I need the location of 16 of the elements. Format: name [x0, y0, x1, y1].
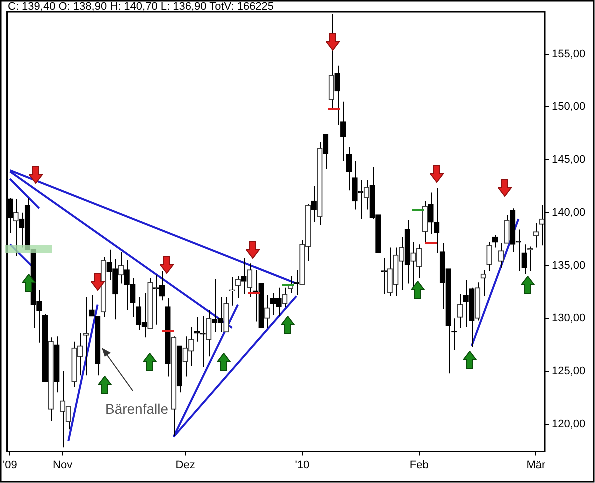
- x-tick-label: '09: [3, 459, 18, 472]
- chart-title: C: 139,40 O: 138,90 H: 140,70 L: 136,90 TotV: 166225: [8, 1, 274, 14]
- x-tick-label: Mär: [526, 459, 546, 472]
- y-tick-label: 150,00: [552, 101, 586, 114]
- x-tick-label: Nov: [53, 459, 74, 472]
- y-tick-label: 140,00: [552, 206, 586, 219]
- x-tick-label: Dez: [176, 459, 196, 472]
- y-tick-label: 145,00: [552, 154, 586, 166]
- y-tick-label: 130,00: [552, 312, 586, 325]
- y-tick-label: 125,00: [552, 365, 586, 378]
- x-tick-label: Feb: [410, 459, 429, 472]
- y-tick-label: 120,00: [552, 418, 586, 430]
- y-tick-label: 135,00: [552, 260, 586, 272]
- annotation: Bärenfalle: [105, 400, 169, 417]
- x-tick-label: '10: [295, 459, 310, 472]
- y-tick-label: 155,00: [552, 48, 586, 60]
